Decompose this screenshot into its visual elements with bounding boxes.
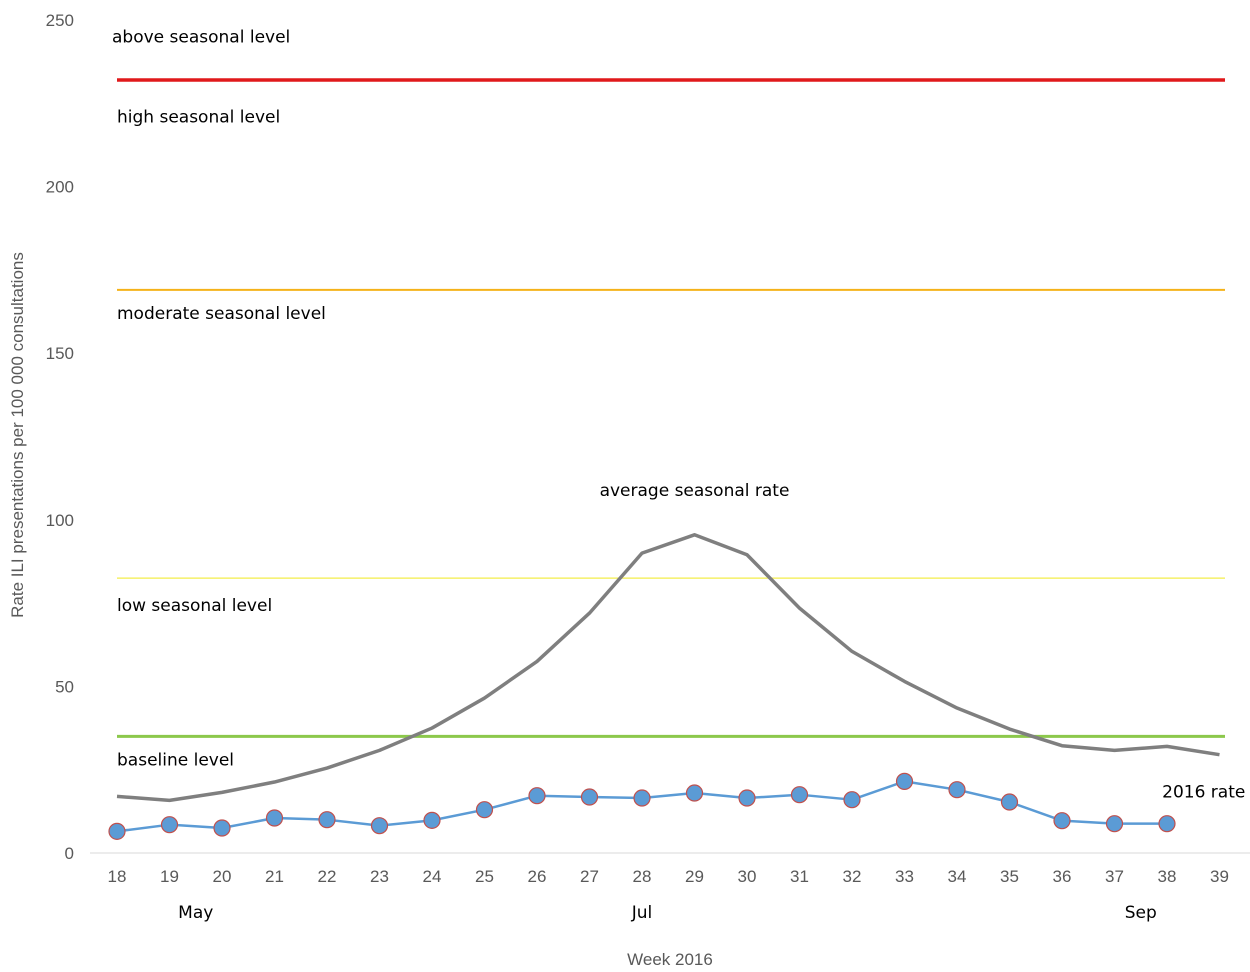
y-tick-label: 200 — [46, 178, 74, 197]
series-lines — [108, 533, 1220, 840]
x-tick-label: 29 — [685, 867, 704, 886]
rate-2016-point — [370, 817, 389, 835]
x-axis-ticks: 18 19 20 21 22 23 24 25 26 27 28 29 30 31 32 33 34 35 36 37… — [108, 867, 1229, 886]
y-tick-label: 250 — [46, 11, 74, 30]
rate-2016-point — [738, 789, 756, 807]
rate-2016-point — [580, 788, 599, 806]
rate-2016-point — [1105, 815, 1124, 833]
x-tick-label: 20 — [213, 867, 232, 886]
y-tick-label: 100 — [46, 511, 74, 530]
y-tick-label: 0 — [65, 844, 74, 863]
band-label: baseline level — [117, 751, 234, 771]
rate-2016-point — [633, 789, 651, 807]
x-tick-label: 19 — [160, 867, 179, 886]
rate-2016-point — [160, 816, 179, 834]
rate-2016-point — [475, 801, 494, 819]
x-tick-label: 18 — [108, 867, 127, 886]
rate-2016-point — [265, 809, 284, 827]
rate-2016-point — [423, 811, 441, 829]
x-tick-label: 32 — [843, 867, 862, 886]
rate-2016-point — [948, 781, 966, 799]
series-labels: average seasonal rate 2016 rate — [600, 481, 1246, 803]
rate-2016-point — [843, 791, 861, 809]
rate-2016-point — [895, 772, 914, 790]
band-label: moderate seasonal level — [117, 304, 326, 324]
x-axis-title: Week 2016 — [627, 950, 713, 969]
y-axis-title: Rate ILI presentations per 100 000 consu… — [8, 252, 27, 618]
month-label: Sep — [1125, 903, 1157, 923]
rate-2016-point — [1158, 815, 1176, 833]
rate-2016-point — [528, 787, 546, 805]
month-label: May — [178, 903, 213, 923]
band-label: high seasonal level — [117, 108, 280, 128]
band-label: above seasonal level — [112, 28, 290, 48]
band-labels: above seasonal level high seasonal level m… — [112, 28, 326, 771]
series-label: 2016 rate — [1162, 782, 1245, 802]
x-tick-label: 26 — [528, 867, 547, 886]
x-tick-label: 23 — [370, 867, 389, 886]
x-tick-label: 38 — [1158, 867, 1177, 886]
average-seasonal-rate-line — [116, 533, 1220, 803]
x-tick-label: 27 — [580, 867, 599, 886]
series-label: average seasonal rate — [600, 481, 790, 501]
x-tick-label: 34 — [948, 867, 967, 886]
x-tick-label: 21 — [265, 867, 284, 886]
x-tick-label: 39 — [1210, 867, 1229, 886]
x-tick-label: 24 — [423, 867, 442, 886]
x-tick-label: 25 — [475, 867, 494, 886]
rate-2016-point — [108, 822, 126, 840]
x-tick-label: 36 — [1053, 867, 1072, 886]
rate-2016-point — [1053, 812, 1071, 830]
rate-2016-point — [685, 784, 704, 802]
x-tick-label: 35 — [1000, 867, 1019, 886]
rate-2016-point — [790, 786, 809, 804]
month-labels: May Jul Sep — [178, 903, 1157, 923]
x-tick-label: 22 — [318, 867, 337, 886]
rate-2016-point — [1000, 793, 1019, 811]
x-tick-label: 37 — [1105, 867, 1124, 886]
x-tick-label: 28 — [633, 867, 652, 886]
month-label: Jul — [631, 903, 653, 923]
y-axis-ticks: 0 50 100 150 200 250 — [46, 11, 74, 863]
band-label: low seasonal level — [117, 596, 272, 616]
x-tick-label: 30 — [738, 867, 757, 886]
x-tick-label: 31 — [790, 867, 809, 886]
threshold-lines — [117, 78, 1225, 738]
y-tick-label: 50 — [55, 677, 74, 696]
rate-2016-point — [213, 819, 231, 837]
x-tick-label: 33 — [895, 867, 914, 886]
y-tick-label: 150 — [46, 344, 74, 363]
rate-2016-point — [318, 811, 336, 829]
